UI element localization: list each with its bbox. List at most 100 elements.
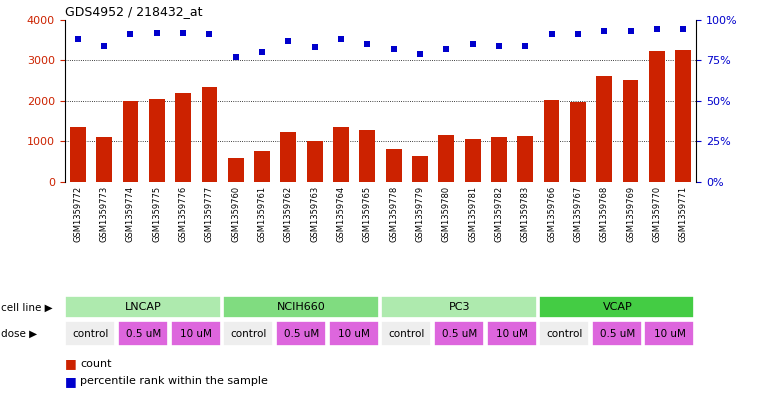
- Text: 10 uM: 10 uM: [496, 329, 528, 339]
- Bar: [540, 296, 695, 318]
- Text: GSM1359767: GSM1359767: [573, 185, 582, 242]
- Point: [546, 31, 558, 37]
- Point: [282, 38, 295, 44]
- Point: [309, 44, 321, 50]
- Point: [598, 28, 610, 34]
- Bar: [622, 80, 638, 182]
- Text: control: control: [231, 329, 267, 339]
- Text: GSM1359760: GSM1359760: [231, 185, 240, 242]
- Point: [677, 26, 689, 33]
- Point: [124, 31, 136, 37]
- Bar: [202, 86, 218, 182]
- Text: VCAP: VCAP: [603, 302, 632, 312]
- Text: dose ▶: dose ▶: [1, 329, 37, 339]
- Point: [203, 31, 215, 37]
- Bar: [224, 296, 379, 318]
- Bar: [465, 139, 480, 182]
- Text: NCIH660: NCIH660: [277, 302, 326, 312]
- Point: [98, 42, 110, 49]
- Text: 10 uM: 10 uM: [654, 329, 686, 339]
- Bar: [540, 321, 589, 346]
- Text: GSM1359782: GSM1359782: [495, 185, 504, 242]
- Bar: [645, 321, 695, 346]
- Bar: [381, 296, 537, 318]
- Bar: [276, 321, 326, 346]
- Text: 10 uM: 10 uM: [338, 329, 370, 339]
- Point: [651, 26, 663, 33]
- Bar: [70, 127, 86, 182]
- Text: GSM1359762: GSM1359762: [284, 185, 293, 242]
- Text: GSM1359763: GSM1359763: [310, 185, 319, 242]
- Point: [256, 49, 268, 55]
- Text: GSM1359766: GSM1359766: [547, 185, 556, 242]
- Point: [72, 36, 84, 42]
- Point: [440, 46, 452, 52]
- Text: GSM1359775: GSM1359775: [152, 185, 161, 242]
- Text: GSM1359778: GSM1359778: [389, 185, 398, 242]
- Text: GSM1359769: GSM1359769: [626, 185, 635, 242]
- Text: PC3: PC3: [449, 302, 470, 312]
- Point: [230, 54, 242, 60]
- Text: cell line ▶: cell line ▶: [1, 302, 53, 312]
- Bar: [675, 50, 691, 182]
- Text: count: count: [80, 358, 111, 369]
- Bar: [649, 51, 665, 182]
- Text: 10 uM: 10 uM: [180, 329, 212, 339]
- Text: GSM1359774: GSM1359774: [126, 185, 135, 242]
- Bar: [333, 127, 349, 182]
- Text: 0.5 uM: 0.5 uM: [442, 329, 477, 339]
- Bar: [491, 136, 507, 182]
- Text: GSM1359776: GSM1359776: [179, 185, 188, 242]
- Text: ■: ■: [65, 357, 76, 370]
- Point: [177, 29, 189, 36]
- Point: [361, 41, 374, 47]
- Text: control: control: [546, 329, 583, 339]
- Bar: [434, 321, 484, 346]
- Bar: [543, 100, 559, 182]
- Point: [414, 51, 426, 57]
- Bar: [307, 141, 323, 182]
- Text: 0.5 uM: 0.5 uM: [126, 329, 161, 339]
- Bar: [224, 321, 273, 346]
- Point: [493, 42, 505, 49]
- Bar: [228, 158, 244, 182]
- Text: GSM1359773: GSM1359773: [100, 185, 109, 242]
- Text: GSM1359764: GSM1359764: [336, 185, 345, 242]
- Text: control: control: [73, 329, 109, 339]
- Bar: [254, 151, 270, 182]
- Point: [335, 36, 347, 42]
- Bar: [592, 321, 642, 346]
- Bar: [517, 136, 533, 182]
- Bar: [412, 156, 428, 182]
- Text: GSM1359772: GSM1359772: [73, 185, 82, 242]
- Text: ■: ■: [65, 375, 76, 388]
- Bar: [486, 321, 537, 346]
- Bar: [96, 137, 112, 182]
- Bar: [386, 149, 402, 182]
- Text: percentile rank within the sample: percentile rank within the sample: [80, 376, 268, 386]
- Text: GSM1359761: GSM1359761: [257, 185, 266, 242]
- Text: GSM1359770: GSM1359770: [652, 185, 661, 242]
- Bar: [359, 130, 375, 182]
- Text: GSM1359781: GSM1359781: [468, 185, 477, 242]
- Point: [387, 46, 400, 52]
- Text: GSM1359765: GSM1359765: [363, 185, 372, 242]
- Bar: [381, 321, 431, 346]
- Point: [572, 31, 584, 37]
- Text: GSM1359777: GSM1359777: [205, 185, 214, 242]
- Bar: [175, 93, 191, 182]
- Text: GSM1359768: GSM1359768: [600, 185, 609, 242]
- Text: 0.5 uM: 0.5 uM: [284, 329, 319, 339]
- Point: [625, 28, 637, 34]
- Text: GSM1359779: GSM1359779: [416, 185, 425, 242]
- Point: [151, 29, 163, 36]
- Bar: [65, 321, 116, 346]
- Bar: [329, 321, 379, 346]
- Text: control: control: [389, 329, 425, 339]
- Point: [466, 41, 479, 47]
- Text: GSM1359783: GSM1359783: [521, 185, 530, 242]
- Text: 0.5 uM: 0.5 uM: [600, 329, 635, 339]
- Text: GDS4952 / 218432_at: GDS4952 / 218432_at: [65, 6, 202, 18]
- Text: LNCAP: LNCAP: [126, 302, 162, 312]
- Bar: [281, 132, 296, 182]
